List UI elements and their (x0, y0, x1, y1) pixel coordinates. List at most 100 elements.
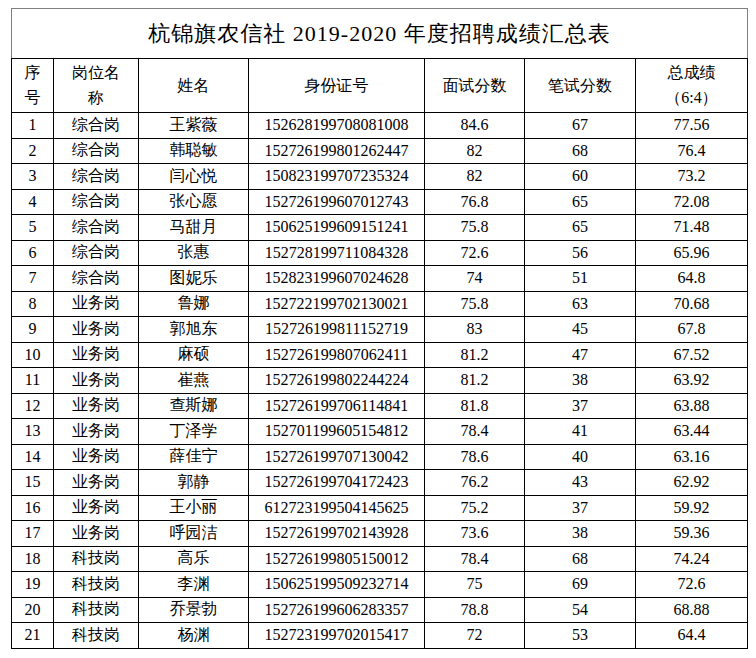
cell-name: 李渊 (139, 572, 249, 598)
table-row: 12业务岗查斯娜15272619970611484181.83763.88 (12, 393, 748, 419)
cell-name: 韩聪敏 (139, 138, 249, 164)
cell-total-score: 70.68 (636, 291, 748, 317)
cell-total-score: 72.6 (636, 572, 748, 598)
cell-total-score: 76.4 (636, 138, 748, 164)
cell-position: 业务岗 (54, 444, 139, 470)
column-header-label: 岗位名称 (68, 61, 124, 111)
cell-written-score: 53 (525, 623, 636, 649)
cell-interview-score: 75.8 (425, 215, 525, 241)
cell-position: 科技岗 (54, 623, 139, 649)
cell-total-score: 63.92 (636, 368, 748, 394)
cell-id-number: 152726199707130042 (249, 444, 425, 470)
cell-id-number: 152723199702015417 (249, 623, 425, 649)
cell-written-score: 60 (525, 164, 636, 190)
cell-id-number: 152726199702143928 (249, 521, 425, 547)
cell-index: 18 (12, 546, 54, 572)
cell-position: 综合岗 (54, 240, 139, 266)
cell-position: 业务岗 (54, 291, 139, 317)
cell-id-number: 150625199609151241 (249, 215, 425, 241)
cell-id-number: 152728199711084328 (249, 240, 425, 266)
cell-id-number: 612723199504145625 (249, 495, 425, 521)
table-row: 5综合岗马甜月15062519960915124175.86571.48 (12, 215, 748, 241)
cell-index: 7 (12, 266, 54, 292)
cell-index: 4 (12, 189, 54, 215)
cell-name: 鲁娜 (139, 291, 249, 317)
cell-written-score: 40 (525, 444, 636, 470)
cell-index: 14 (12, 444, 54, 470)
cell-total-score: 72.08 (636, 189, 748, 215)
cell-position: 业务岗 (54, 470, 139, 496)
cell-index: 2 (12, 138, 54, 164)
cell-index: 21 (12, 623, 54, 649)
cell-position: 综合岗 (54, 113, 139, 139)
cell-total-score: 63.88 (636, 393, 748, 419)
table-title: 杭锦旗农信社 2019-2020 年度招聘成绩汇总表 (12, 9, 748, 59)
cell-id-number: 150823199707235324 (249, 164, 425, 190)
column-header-index: 序号 (12, 59, 54, 113)
cell-position: 业务岗 (54, 521, 139, 547)
cell-total-score: 64.4 (636, 623, 748, 649)
cell-id-number: 152726199706114841 (249, 393, 425, 419)
cell-index: 6 (12, 240, 54, 266)
table-row: 11业务岗崔燕15272619980224422481.23863.92 (12, 368, 748, 394)
table-row: 15业务岗郭静15272619970417242376.24362.92 (12, 470, 748, 496)
cell-name: 闫心悦 (139, 164, 249, 190)
cell-name: 张惠 (139, 240, 249, 266)
cell-interview-score: 78.4 (425, 419, 525, 445)
cell-name: 查斯娜 (139, 393, 249, 419)
cell-total-score: 74.24 (636, 546, 748, 572)
cell-written-score: 63 (525, 291, 636, 317)
title-row: 杭锦旗农信社 2019-2020 年度招聘成绩汇总表 (12, 9, 748, 59)
cell-interview-score: 75 (425, 572, 525, 598)
page: 杭锦旗农信社 2019-2020 年度招聘成绩汇总表 序号岗位名称 姓名 身份证号 面… (0, 0, 756, 658)
cell-total-score: 63.44 (636, 419, 748, 445)
cell-written-score: 41 (525, 419, 636, 445)
column-header-label: 序号 (23, 61, 43, 111)
cell-id-number: 152726199811152719 (249, 317, 425, 343)
cell-interview-score: 75.2 (425, 495, 525, 521)
table-row: 17业务岗呼园洁15272619970214392873.63859.36 (12, 521, 748, 547)
cell-name: 薛佳宁 (139, 444, 249, 470)
cell-id-number: 152701199605154812 (249, 419, 425, 445)
column-header-total-score: 总成绩（6:4） (636, 59, 748, 113)
cell-interview-score: 78.6 (425, 444, 525, 470)
column-header-written-score: 笔试分数 (525, 59, 636, 113)
cell-name: 杨渊 (139, 623, 249, 649)
cell-interview-score: 84.6 (425, 113, 525, 139)
cell-id-number: 152726199801262447 (249, 138, 425, 164)
column-header-label: 身份证号 (305, 74, 369, 99)
cell-position: 业务岗 (54, 368, 139, 394)
table-row: 2综合岗韩聪敏152726199801262447826876.4 (12, 138, 748, 164)
cell-name: 丁泽学 (139, 419, 249, 445)
column-header-label: 笔试分数 (548, 74, 612, 99)
cell-name: 呼园洁 (139, 521, 249, 547)
table-row: 13业务岗丁泽学15270119960515481278.44163.44 (12, 419, 748, 445)
cell-interview-score: 73.6 (425, 521, 525, 547)
cell-name: 郭静 (139, 470, 249, 496)
column-header-id-number: 身份证号 (249, 59, 425, 113)
cell-total-score: 64.8 (636, 266, 748, 292)
table-row: 18科技岗高乐15272619980515001278.46874.24 (12, 546, 748, 572)
cell-written-score: 51 (525, 266, 636, 292)
cell-interview-score: 78.4 (425, 546, 525, 572)
cell-index: 19 (12, 572, 54, 598)
cell-total-score: 62.92 (636, 470, 748, 496)
cell-written-score: 68 (525, 138, 636, 164)
cell-index: 1 (12, 113, 54, 139)
cell-name: 郭旭东 (139, 317, 249, 343)
cell-index: 13 (12, 419, 54, 445)
cell-position: 综合岗 (54, 164, 139, 190)
cell-index: 20 (12, 597, 54, 623)
cell-interview-score: 82 (425, 138, 525, 164)
cell-total-score: 77.56 (636, 113, 748, 139)
column-header-position: 岗位名称 (54, 59, 139, 113)
column-header-interview-score: 面试分数 (425, 59, 525, 113)
table-row: 16业务岗王小丽61272319950414562575.23759.92 (12, 495, 748, 521)
cell-id-number: 150625199509232714 (249, 572, 425, 598)
column-header-label: 姓名 (178, 74, 210, 99)
cell-position: 业务岗 (54, 495, 139, 521)
cell-interview-score: 76.2 (425, 470, 525, 496)
cell-written-score: 67 (525, 113, 636, 139)
cell-written-score: 43 (525, 470, 636, 496)
cell-written-score: 68 (525, 546, 636, 572)
